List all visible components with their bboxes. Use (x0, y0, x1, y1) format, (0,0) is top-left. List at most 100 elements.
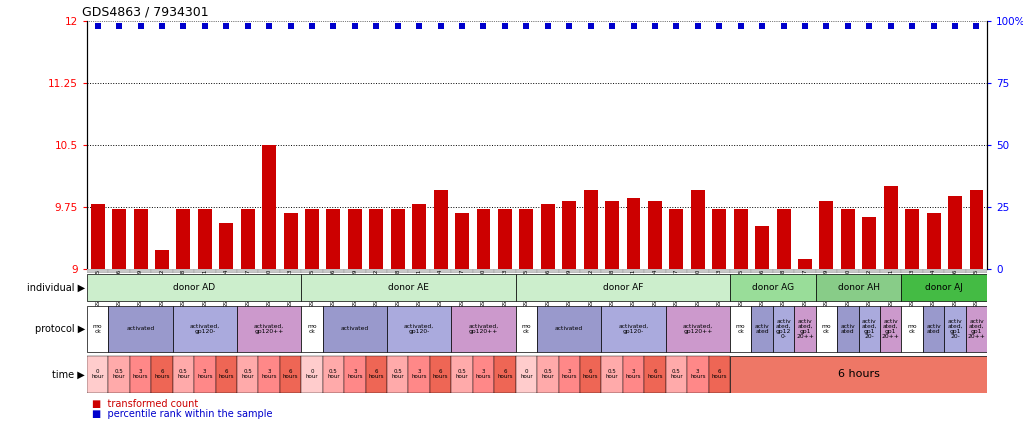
Text: GSM1192221: GSM1192221 (203, 269, 208, 308)
Text: activated: activated (341, 327, 369, 331)
Point (969, 23, 985, 30)
Bar (966, 305, 987, 352)
Bar (237, 269, 259, 273)
Point (239, 23, 256, 30)
Bar (815, 275, 901, 301)
Point (433, 23, 449, 30)
Text: activ
ated: activ ated (841, 324, 855, 334)
Text: ■  transformed count: ■ transformed count (92, 398, 198, 409)
Point (926, 23, 942, 30)
Bar (712, 209, 726, 269)
Point (89, 23, 105, 30)
Text: activ
ated: activ ated (755, 324, 769, 334)
Text: 3
hours: 3 hours (197, 369, 213, 379)
Text: GSM1192251: GSM1192251 (888, 269, 893, 308)
Text: 0.5
hour: 0.5 hour (241, 369, 254, 379)
Bar (815, 269, 837, 273)
Bar (948, 196, 962, 269)
Point (368, 23, 385, 30)
Text: 0.5
hour: 0.5 hour (113, 369, 126, 379)
Text: 3
hours: 3 hours (476, 369, 491, 379)
Text: 0.5
hour: 0.5 hour (177, 369, 189, 379)
Bar (430, 356, 451, 393)
Bar (730, 305, 752, 352)
Bar (216, 269, 237, 273)
Text: GSM1192224: GSM1192224 (224, 269, 229, 308)
Bar (602, 356, 623, 393)
Text: 6
hours: 6 hours (368, 369, 384, 379)
Point (153, 23, 170, 30)
Point (797, 23, 813, 30)
Bar (862, 217, 877, 269)
Bar (348, 209, 362, 269)
Bar (880, 305, 901, 352)
Text: donor AJ: donor AJ (926, 283, 964, 292)
Point (539, 23, 555, 30)
Bar (944, 305, 966, 352)
Text: 0.5
hour: 0.5 hour (455, 369, 469, 379)
Bar (541, 204, 554, 269)
Point (818, 23, 835, 30)
Bar (176, 209, 190, 269)
Point (390, 23, 406, 30)
Text: GSM1192245: GSM1192245 (739, 269, 743, 308)
Bar (755, 226, 769, 269)
Bar (87, 356, 108, 393)
Bar (623, 269, 644, 273)
Text: donor AE: donor AE (388, 283, 429, 292)
Bar (408, 356, 430, 393)
Point (175, 23, 191, 30)
Text: GSM1192226: GSM1192226 (331, 269, 336, 308)
Text: donor AF: donor AF (603, 283, 643, 292)
Text: activ
ated,
gp1
20++: activ ated, gp1 20++ (968, 319, 985, 339)
Bar (709, 356, 730, 393)
Text: activated,
gp120++: activated, gp120++ (469, 324, 498, 334)
Text: mo
ck: mo ck (93, 324, 102, 334)
Bar (884, 186, 898, 269)
Text: GSM1192233: GSM1192233 (502, 269, 507, 308)
Point (110, 23, 127, 30)
Text: 0
hour: 0 hour (520, 369, 533, 379)
Text: activ
ated,
gp1
20++: activ ated, gp1 20++ (796, 319, 814, 339)
Bar (259, 269, 280, 273)
Bar (858, 269, 880, 273)
Text: GSM1192218: GSM1192218 (181, 269, 186, 308)
Point (754, 23, 770, 30)
Text: GSM1192223: GSM1192223 (288, 269, 293, 308)
Bar (387, 269, 408, 273)
Text: donor AD: donor AD (173, 283, 215, 292)
Text: activ
ated,
gp12
0-: activ ated, gp12 0- (775, 319, 792, 339)
Point (690, 23, 706, 30)
Bar (455, 213, 469, 269)
Bar (537, 356, 559, 393)
Bar (473, 356, 494, 393)
Bar (669, 209, 683, 269)
Point (711, 23, 727, 30)
Text: donor AG: donor AG (752, 283, 794, 292)
Bar (537, 269, 559, 273)
Point (347, 23, 363, 30)
Point (775, 23, 792, 30)
Point (668, 23, 684, 30)
Bar (451, 356, 473, 393)
Bar (559, 356, 580, 393)
Bar (880, 269, 901, 273)
Point (304, 23, 320, 30)
Point (196, 23, 213, 30)
Bar (666, 356, 687, 393)
Text: 3
hours: 3 hours (691, 369, 706, 379)
Bar (130, 356, 151, 393)
Bar (841, 209, 855, 269)
Bar (666, 269, 687, 273)
Bar (391, 209, 405, 269)
Bar (752, 269, 772, 273)
Text: GSM1192238: GSM1192238 (610, 269, 615, 308)
Bar (197, 209, 212, 269)
Text: 3
hours: 3 hours (262, 369, 277, 379)
Bar (108, 305, 173, 352)
Bar (901, 305, 923, 352)
Bar (302, 305, 322, 352)
Bar (155, 250, 169, 269)
Bar (302, 275, 516, 301)
Bar (87, 275, 302, 301)
